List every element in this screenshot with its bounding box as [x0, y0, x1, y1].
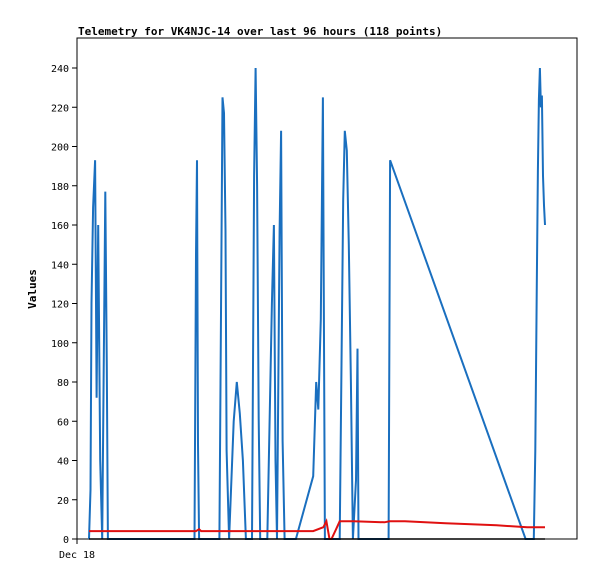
x-tick-label: Dec 18: [59, 550, 95, 561]
y-tick-label: 40: [57, 457, 69, 468]
y-tick-label: 100: [51, 339, 69, 350]
y-tick-label: 200: [51, 143, 69, 154]
series-layer: [88, 67, 546, 540]
x-axis-ticks: Dec 18: [59, 539, 95, 561]
y-tick-label: 220: [51, 103, 69, 114]
y-tick-label: 160: [51, 221, 69, 232]
y-tick-label: 60: [57, 417, 69, 428]
y-axis-label: Values: [26, 269, 39, 309]
y-tick-label: 0: [63, 535, 69, 546]
y-tick-label: 120: [51, 300, 69, 311]
y-tick-label: 140: [51, 260, 69, 271]
y-tick-label: 80: [57, 378, 69, 389]
series-line-1: [88, 67, 546, 540]
y-tick-label: 20: [57, 496, 69, 507]
y-axis-ticks: 0 20 40 60 80 100 120 140 160 180 200 220 240: [51, 64, 77, 546]
y-tick-label: 240: [51, 64, 69, 75]
chart-title: Telemetry for VK4NJC-14 over last 96 hou…: [78, 25, 442, 38]
y-tick-label: 180: [51, 182, 69, 193]
